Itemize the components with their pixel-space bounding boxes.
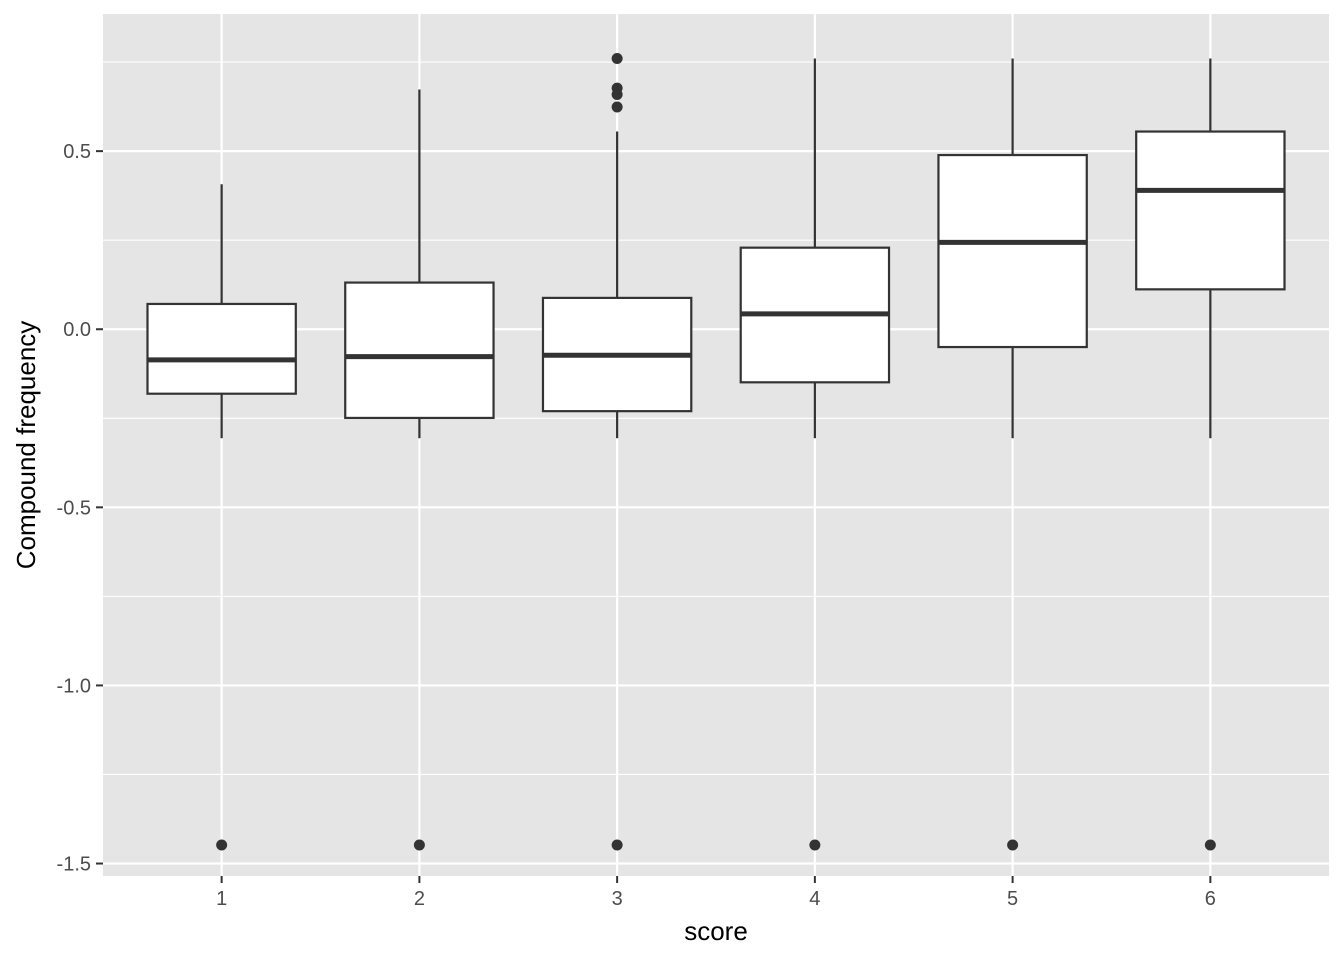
- outlier-point: [1007, 839, 1019, 851]
- box-5: [937, 58, 1088, 851]
- y-axis: -1.5 -1.0 -0.5 0.0 0.5: [57, 141, 103, 876]
- box-3: [541, 53, 693, 851]
- plot-panel: [103, 14, 1329, 876]
- y-tick-label: 0.0: [63, 319, 91, 341]
- box-4: [739, 58, 891, 851]
- outlier-point: [611, 53, 623, 65]
- x-axis: 1 2 3 4 5 6: [216, 876, 1216, 910]
- outlier-point: [413, 839, 425, 851]
- outlier-point: [611, 839, 623, 851]
- x-tick-label: 1: [216, 888, 227, 910]
- x-tick-label: 4: [809, 888, 820, 910]
- outlier-point: [809, 839, 821, 851]
- box-1: [146, 184, 297, 851]
- y-tick-label: -1.0: [57, 675, 91, 697]
- box-iqr: [1135, 130, 1286, 291]
- box-2: [344, 89, 495, 851]
- outlier-point: [216, 839, 228, 851]
- outlier-point: [611, 101, 623, 113]
- y-tick-label: 0.5: [63, 141, 91, 163]
- x-tick-label: 5: [1007, 888, 1018, 910]
- outlier-point: [611, 89, 623, 101]
- grid-minor: [103, 61, 1329, 776]
- box-6: [1135, 58, 1286, 851]
- x-axis-title: score: [684, 916, 748, 946]
- box-iqr: [146, 302, 297, 395]
- y-tick-label: -0.5: [57, 497, 91, 519]
- y-tick-label: -1.5: [57, 854, 91, 876]
- boxes: [146, 53, 1286, 851]
- x-tick-label: 2: [414, 888, 425, 910]
- outlier-point: [1204, 839, 1216, 851]
- box-iqr: [937, 153, 1088, 349]
- x-tick-label: 6: [1205, 888, 1216, 910]
- x-tick-label: 3: [612, 888, 623, 910]
- y-axis-title: Compound frequency: [11, 321, 41, 570]
- box-iqr: [344, 281, 495, 420]
